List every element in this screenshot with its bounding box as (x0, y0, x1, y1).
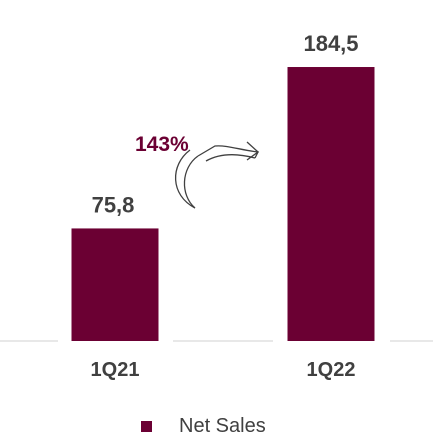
bar-1q21 (71, 228, 159, 341)
tick-label-1q21: 1Q21 (91, 359, 140, 381)
tick-label-1q22: 1Q22 (307, 359, 356, 381)
data-label-1q21: 75,8 (92, 192, 135, 217)
growth-annotation: 143% (135, 133, 260, 209)
x-axis-tick-labels: 1Q21 1Q22 (91, 359, 356, 381)
legend-label-net-sales: Net Sales (179, 415, 266, 437)
growth-arrow-tip-icon (246, 141, 260, 161)
bars (71, 67, 375, 341)
data-label-1q22: 184,5 (303, 31, 358, 56)
curved-growth-arrow-icon (174, 149, 199, 209)
bar-1q22 (287, 67, 375, 341)
growth-percentage-label: 143% (135, 133, 189, 156)
legend: Net Sales (141, 415, 266, 437)
legend-swatch-net-sales (141, 421, 152, 432)
data-labels: 75,8 184,5 (92, 31, 359, 217)
